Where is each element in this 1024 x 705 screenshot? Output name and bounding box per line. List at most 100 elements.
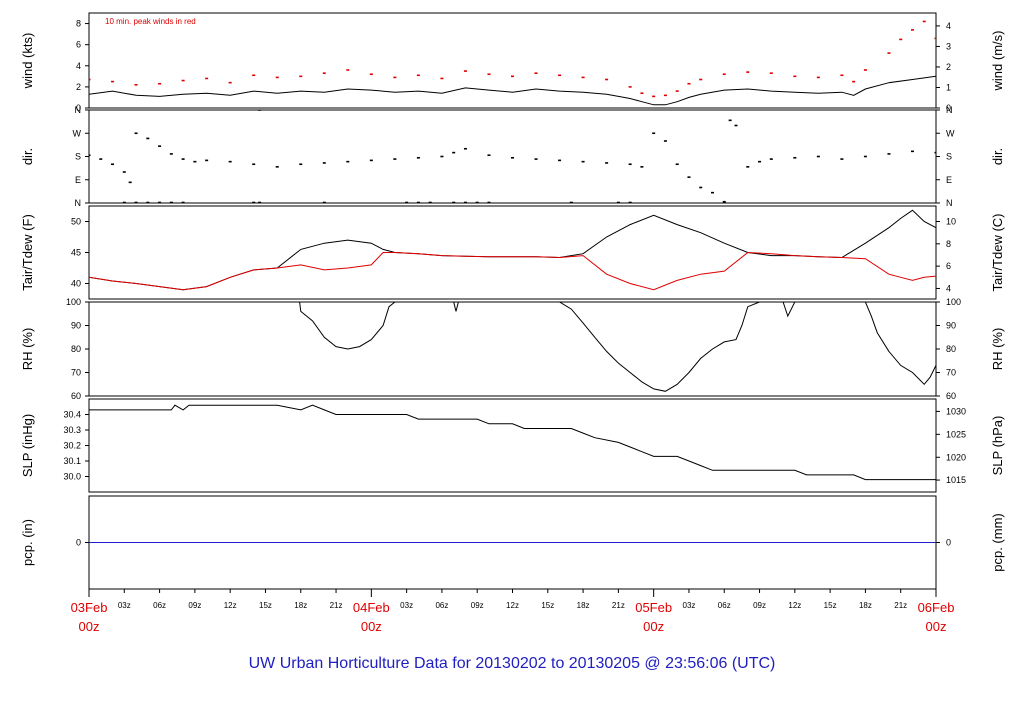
data-point (111, 80, 115, 83)
y-tick-label-left: 30.4 (63, 410, 81, 420)
y-tick-label-right: E (946, 175, 952, 185)
data-point (793, 156, 797, 159)
y-tick-label-right: W (946, 128, 955, 138)
data-point (452, 151, 456, 154)
data-point (710, 191, 714, 194)
x-tick-sublabel: 00z (643, 619, 664, 634)
data-point (887, 52, 891, 54)
panel-annotation: 10 min. peak winds in red (105, 17, 196, 26)
data-point (463, 147, 467, 150)
data-point (910, 29, 914, 31)
data-point (511, 156, 514, 159)
data-point (181, 158, 185, 160)
data-point (722, 200, 726, 203)
data-point (628, 86, 632, 88)
y-tick-label-right: 1030 (946, 406, 966, 416)
x-tick-label-major: 04Feb (353, 600, 390, 615)
data-point (205, 77, 209, 80)
data-point (346, 69, 350, 71)
data-point (258, 110, 262, 111)
data-point (134, 83, 138, 86)
data-point (640, 166, 644, 168)
data-point (134, 201, 138, 203)
panel-temp: 40 45 50 4 6 8 10 Tair/Tdew (F) Tair/Tdew (C) (20, 205, 1005, 300)
x-tick-label: 12z (788, 601, 801, 610)
panel-wind: 0 2 4 6 8 0 1 2 3 4 wind (kts) wind (m/s) 10 min. pe… (20, 12, 1005, 113)
y-tick-label-left: 0 (76, 538, 81, 548)
y-tick-label-right: 90 (946, 321, 956, 331)
data-point (228, 81, 232, 84)
chart-title: UW Urban Horticulture Data for 20130202 … (249, 655, 776, 672)
x-tick-label: 12z (506, 601, 519, 610)
y-tick-label-left: 70 (71, 368, 81, 378)
data-point (169, 201, 173, 203)
data-point (728, 119, 732, 122)
x-tick-label: 21z (612, 601, 625, 610)
panel-frame (88, 398, 937, 493)
data-point (405, 201, 409, 203)
data-point (840, 74, 844, 77)
data-point (663, 94, 667, 97)
y-tick-label-right: S (946, 152, 952, 162)
data-point (722, 73, 726, 76)
x-tick-label: 18z (859, 601, 872, 610)
data-point (275, 76, 279, 79)
data-point (863, 155, 867, 158)
y-tick-label-left: 4 (76, 61, 81, 71)
data-point (687, 82, 691, 85)
data-point (452, 201, 456, 203)
y-tick-label-right: 6 (946, 261, 951, 271)
time-axis: 03Feb 00z 03z 06z 09z 12z 15z 18z 21z 04Feb 00z 03z… (71, 589, 954, 634)
data-point (675, 163, 679, 166)
data-point (652, 95, 656, 98)
panel-data (89, 302, 936, 392)
y-tick-label-left: 90 (71, 321, 81, 331)
y-axis-label-right: RH (%) (990, 328, 1005, 371)
data-point (134, 132, 138, 135)
y-tick-label-right: 60 (946, 391, 956, 401)
data-point (89, 154, 91, 157)
data-point (89, 78, 91, 81)
data-point (463, 70, 467, 72)
y-tick-label-right: 1 (946, 82, 951, 92)
x-tick-sublabel: 00z (361, 619, 382, 634)
y-axis-label-left: wind (kts) (20, 33, 35, 90)
data-point (369, 73, 373, 76)
data-point (852, 80, 856, 83)
data-point (628, 201, 632, 203)
panel-pcp: 0 0 pcp. (in) pcp. (mm) (20, 495, 1005, 590)
x-tick-label: 15z (541, 601, 554, 610)
y-tick-label-right: 10 (946, 217, 956, 227)
data-point (146, 137, 150, 140)
data-point (205, 159, 209, 162)
data-point (558, 74, 562, 77)
data-point (252, 201, 256, 203)
y-tick-label-left: S (75, 152, 81, 162)
series-line-1 (89, 251, 936, 291)
y-tick-label-right: 1025 (946, 429, 966, 439)
y-tick-label-left: 0 (76, 103, 81, 113)
data-point (734, 124, 738, 127)
data-point (181, 201, 185, 203)
data-point (322, 162, 326, 164)
data-point (628, 163, 632, 166)
data-point (128, 181, 132, 184)
data-point (322, 201, 326, 203)
data-point (487, 201, 491, 203)
y-tick-label-right: 100 (946, 297, 961, 307)
data-point (228, 160, 232, 163)
data-point (581, 76, 585, 79)
x-tick-label: 03z (400, 601, 413, 610)
panel-data (89, 404, 936, 481)
data-point (416, 201, 420, 203)
data-point (440, 77, 444, 80)
data-point (487, 73, 491, 76)
data-point (534, 158, 538, 160)
y-tick-label-left: E (75, 175, 81, 185)
x-tick-label: 18z (577, 601, 590, 610)
y-tick-label-left: 30.3 (63, 425, 81, 435)
data-point (158, 82, 162, 85)
